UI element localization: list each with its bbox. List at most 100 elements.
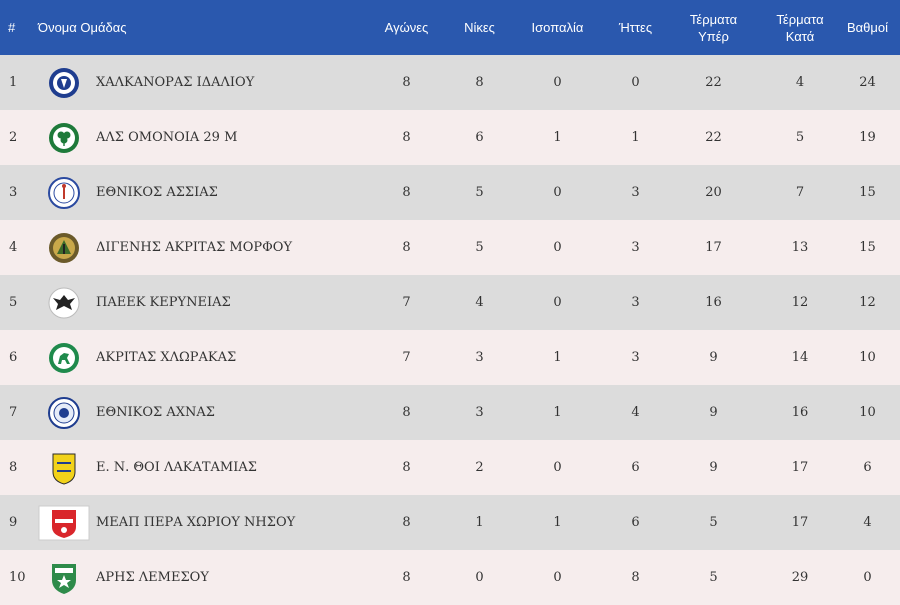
wins-cell: 2 xyxy=(475,460,484,475)
header-goals-for-line1: Τέρματα xyxy=(689,11,738,27)
points-cell: 19 xyxy=(859,130,876,145)
ethnikos-achnas-crest-icon xyxy=(38,395,90,431)
header-goals-against: Τέρματα Κατά xyxy=(765,0,835,55)
goals-against-cell: 14 xyxy=(791,350,809,365)
goals-for-cell: 16 xyxy=(705,295,722,310)
points-cell: 0 xyxy=(863,570,872,585)
goals-against-cell: 29 xyxy=(791,570,809,585)
header-wins: Νίκες xyxy=(464,20,495,35)
goals-for-cell: 17 xyxy=(705,240,722,255)
table-row: 8 Ε. Ν. ΘΟΙ ΛΑΚΑΤΑΜΙΑΣ 8 2 0 6 9 17 6 xyxy=(0,440,900,495)
goals-against-cell: 7 xyxy=(795,185,805,200)
draws-cell: 1 xyxy=(553,350,562,365)
team-name[interactable]: ΜΕΑΠ ΠΕΡΑ ΧΩΡΙΟΥ ΝΗΣΟΥ xyxy=(96,515,296,530)
losses-cell: 6 xyxy=(631,515,640,530)
played-cell: 8 xyxy=(402,130,411,145)
team-cell[interactable]: Ε. Ν. ΘΟΙ ΛΑΚΑΤΑΜΙΑΣ xyxy=(38,440,360,495)
team-cell[interactable]: ΧΑΛΚΑΝΟΡΑΣ ΙΔΑΛΙΟΥ xyxy=(38,55,360,110)
goals-against-cell: 17 xyxy=(791,515,809,530)
table-row: 1 ΧΑΛΚΑΝΟΡΑΣ ΙΔΑΛΙΟΥ 8 8 0 0 22 4 24 xyxy=(0,55,900,110)
goals-for-cell: 9 xyxy=(709,405,718,420)
goals-against-cell: 5 xyxy=(795,130,805,145)
team-name[interactable]: ΔΙΓΕΝΗΣ ΑΚΡΙΤΑΣ ΜΟΡΦΟΥ xyxy=(96,240,293,255)
position-cell: 8 xyxy=(9,460,18,475)
header-losses: Ήττες xyxy=(618,20,653,35)
goals-against-cell: 12 xyxy=(791,295,809,310)
position-cell: 7 xyxy=(9,405,18,420)
header-goals-against-line2: Κατά xyxy=(785,28,815,44)
goals-against-cell: 17 xyxy=(791,460,809,475)
team-name[interactable]: ΕΘΝΙΚΟΣ ΑΣΣΙΑΣ xyxy=(96,185,218,200)
losses-cell: 3 xyxy=(631,185,640,200)
played-cell: 8 xyxy=(402,460,411,475)
team-name[interactable]: ΧΑΛΚΑΝΟΡΑΣ ΙΔΑΛΙΟΥ xyxy=(96,75,255,90)
losses-cell: 3 xyxy=(631,240,640,255)
team-cell[interactable]: ΔΙΓΕΝΗΣ ΑΚΡΙΤΑΣ ΜΟΡΦΟΥ xyxy=(38,220,360,275)
played-cell: 7 xyxy=(402,295,411,310)
wins-cell: 1 xyxy=(475,515,484,530)
played-cell: 8 xyxy=(402,185,411,200)
team-cell[interactable]: ΑΛΣ ΟΜΟΝΟΙΑ 29 Μ xyxy=(38,110,360,165)
table-row: 2 ΑΛΣ ΟΜΟΝΟΙΑ 29 Μ 8 6 1 1 22 5 19 xyxy=(0,110,900,165)
goals-for-cell: 22 xyxy=(705,75,722,90)
aris-crest-icon xyxy=(38,560,90,596)
played-cell: 8 xyxy=(402,75,411,90)
wins-cell: 5 xyxy=(475,185,484,200)
draws-cell: 0 xyxy=(553,75,562,90)
goals-for-cell: 5 xyxy=(709,515,718,530)
played-cell: 8 xyxy=(402,570,411,585)
losses-cell: 3 xyxy=(631,350,640,365)
team-cell[interactable]: ΕΘΝΙΚΟΣ ΑΧΝΑΣ xyxy=(38,385,360,440)
goals-against-cell: 16 xyxy=(791,405,809,420)
goals-for-cell: 22 xyxy=(705,130,722,145)
header-position: # xyxy=(8,20,16,35)
wins-cell: 6 xyxy=(475,130,484,145)
team-name[interactable]: ΑΛΣ ΟΜΟΝΟΙΑ 29 Μ xyxy=(96,130,238,145)
chalkanoras-crest-icon xyxy=(38,65,90,101)
played-cell: 8 xyxy=(402,240,411,255)
losses-cell: 0 xyxy=(631,75,640,90)
team-cell[interactable]: ΠΑΕΕΚ ΚΕΡΥΝΕΙΑΣ xyxy=(38,275,360,330)
team-cell[interactable]: ΕΘΝΙΚΟΣ ΑΣΣΙΑΣ xyxy=(38,165,360,220)
draws-cell: 1 xyxy=(553,515,562,530)
goals-against-cell: 13 xyxy=(791,240,809,255)
position-cell: 4 xyxy=(9,240,18,255)
goals-for-cell: 9 xyxy=(709,350,718,365)
team-cell[interactable]: ΜΕΑΠ ΠΕΡΑ ΧΩΡΙΟΥ ΝΗΣΟΥ xyxy=(38,495,360,550)
team-name[interactable]: ΑΚΡΙΤΑΣ ΧΛΩΡΑΚΑΣ xyxy=(96,350,237,365)
losses-cell: 4 xyxy=(631,405,640,420)
header-goals-against-line1: Τέρματα xyxy=(776,11,824,27)
draws-cell: 0 xyxy=(553,570,562,585)
points-cell: 10 xyxy=(859,350,876,365)
draws-cell: 0 xyxy=(553,240,562,255)
team-name[interactable]: ΑΡΗΣ ΛΕΜΕΣΟΥ xyxy=(96,570,209,585)
wins-cell: 3 xyxy=(475,405,484,420)
draws-cell: 1 xyxy=(553,405,562,420)
points-cell: 6 xyxy=(863,460,872,475)
digenis-crest-icon xyxy=(38,230,90,266)
team-name[interactable]: ΕΘΝΙΚΟΣ ΑΧΝΑΣ xyxy=(96,405,215,420)
losses-cell: 1 xyxy=(631,130,640,145)
header-team: Όνομα Ομάδας xyxy=(38,20,127,35)
team-name[interactable]: Ε. Ν. ΘΟΙ ΛΑΚΑΤΑΜΙΑΣ xyxy=(96,460,257,475)
position-cell: 5 xyxy=(9,295,18,310)
team-cell[interactable]: ΑΡΗΣ ΛΕΜΕΣΟΥ xyxy=(38,550,360,605)
header-goals-for-line2: Υπέρ xyxy=(698,28,729,44)
table-row: 9 ΜΕΑΠ ΠΕΡΑ ΧΩΡΙΟΥ ΝΗΣΟΥ 8 1 1 6 5 17 4 xyxy=(0,495,900,550)
points-cell: 24 xyxy=(859,75,876,90)
losses-cell: 3 xyxy=(631,295,640,310)
team-cell[interactable]: ΑΚΡΙΤΑΣ ΧΛΩΡΑΚΑΣ xyxy=(38,330,360,385)
points-cell: 4 xyxy=(863,515,872,530)
table-row: 5 ΠΑΕΕΚ ΚΕΡΥΝΕΙΑΣ 7 4 0 3 16 12 12 xyxy=(0,275,900,330)
table-row: 3 ΕΘΝΙΚΟΣ ΑΣΣΙΑΣ 8 5 0 3 20 7 15 xyxy=(0,165,900,220)
header-draws: Ισοπαλία xyxy=(531,20,584,35)
position-cell: 6 xyxy=(9,350,18,365)
losses-cell: 8 xyxy=(631,570,640,585)
points-cell: 10 xyxy=(859,405,876,420)
wins-cell: 8 xyxy=(475,75,484,90)
wins-cell: 3 xyxy=(475,350,484,365)
wins-cell: 4 xyxy=(475,295,484,310)
team-name[interactable]: ΠΑΕΕΚ ΚΕΡΥΝΕΙΑΣ xyxy=(96,295,231,310)
meap-crest-icon xyxy=(38,505,90,541)
